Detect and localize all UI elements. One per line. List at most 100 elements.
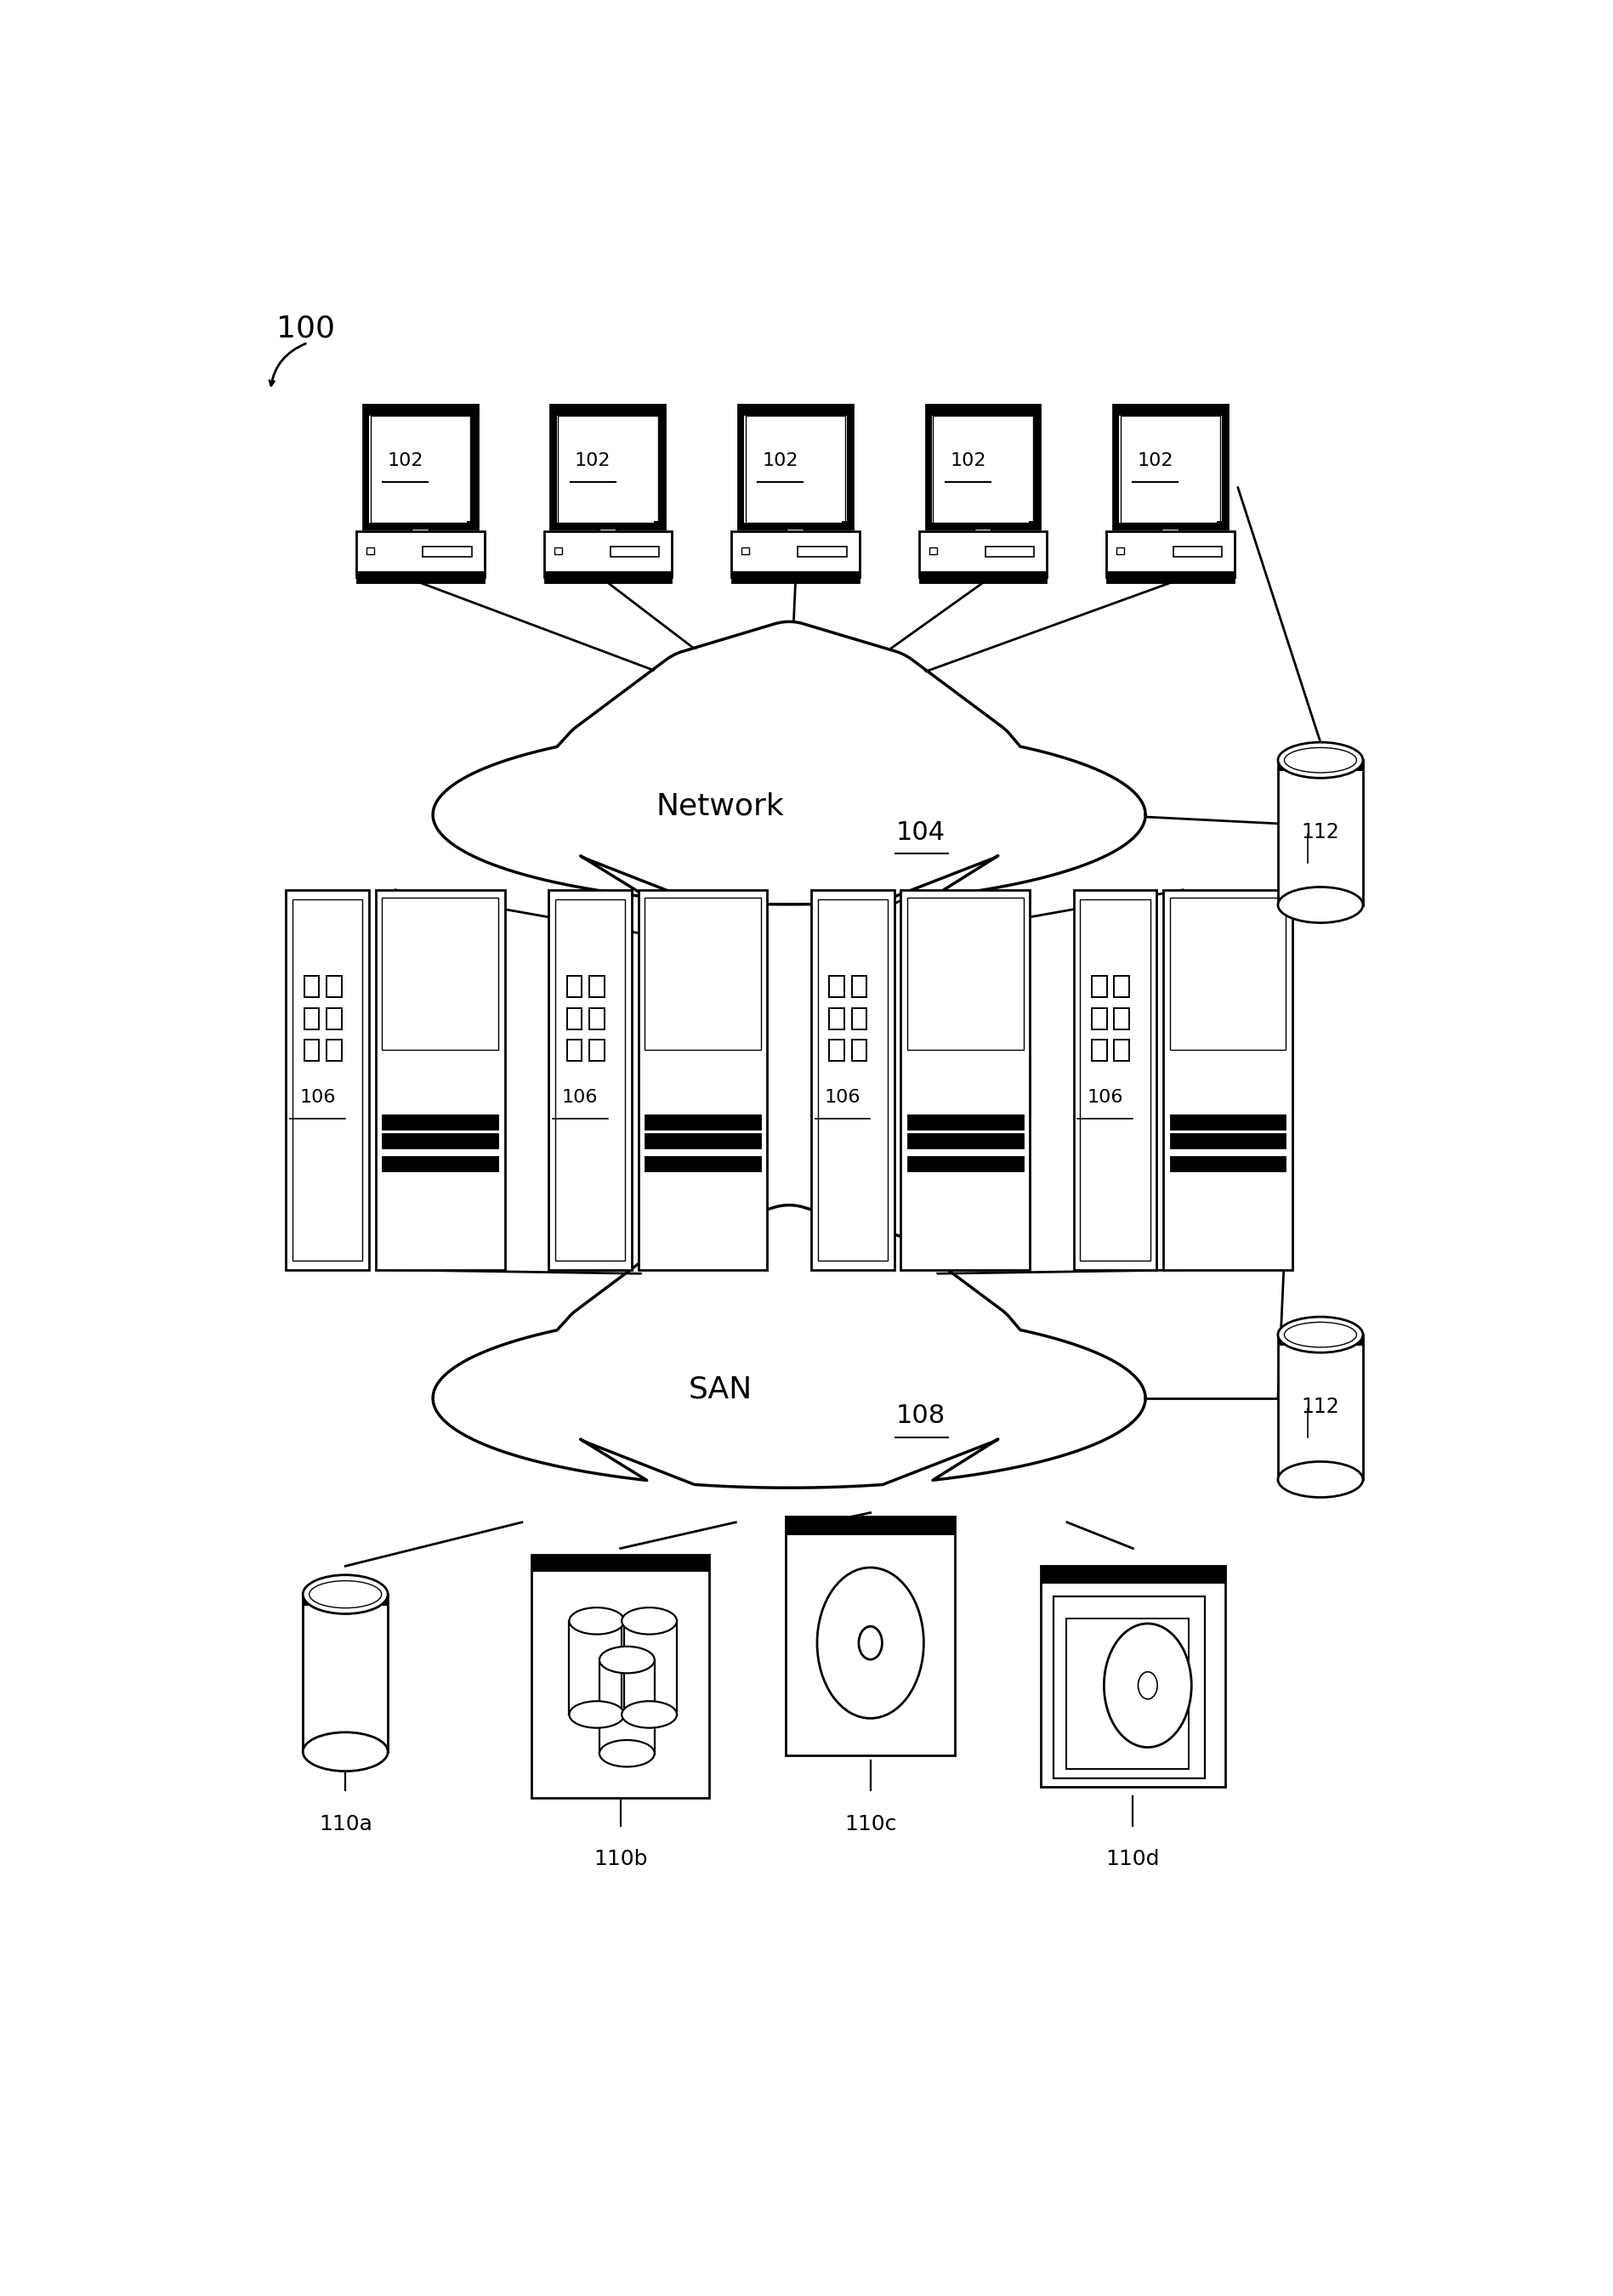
Text: 106: 106 [561,1088,598,1107]
Bar [566,976,582,996]
Ellipse shape [1284,748,1357,774]
Text: 102: 102 [763,452,798,468]
Bar [1113,404,1119,528]
Bar [303,1593,387,1752]
Bar [305,1040,319,1061]
Bar [550,404,556,528]
Bar [742,546,748,553]
Circle shape [1103,1623,1192,1747]
Bar [907,898,1023,1049]
Bar [1142,551,1198,558]
Bar [1113,404,1227,528]
Bar [1040,1566,1226,1584]
Bar [653,521,660,528]
Text: 108: 108 [895,1403,945,1428]
Ellipse shape [432,1309,1145,1488]
Bar [1277,1334,1363,1479]
Bar [731,572,860,576]
Ellipse shape [1277,1463,1363,1497]
Bar [919,572,1047,576]
Bar [1169,1134,1286,1148]
Bar [829,1040,844,1061]
Bar [382,1155,498,1171]
Bar [305,1008,319,1029]
Text: 106: 106 [824,1088,861,1107]
Bar [550,523,665,528]
Bar [811,891,894,1270]
Bar [852,1008,866,1029]
Bar [798,546,847,556]
Bar [1173,546,1221,556]
Text: SAN: SAN [689,1375,752,1403]
Ellipse shape [600,1740,655,1768]
Bar [532,1554,710,1798]
Ellipse shape [1277,1318,1363,1352]
Bar [842,521,847,528]
Ellipse shape [1277,742,1363,778]
Bar [1092,1008,1107,1029]
Ellipse shape [1277,886,1363,923]
Text: 102: 102 [1137,452,1174,468]
Text: 110d: 110d [1107,1848,1160,1869]
Bar [1163,891,1292,1270]
Circle shape [550,1302,652,1444]
Bar [829,976,844,996]
Text: 112: 112 [1302,1396,1339,1417]
Bar [900,891,1029,1270]
Ellipse shape [432,726,1145,905]
Bar [286,891,369,1270]
Bar [558,416,658,523]
Bar [1115,1040,1129,1061]
Bar [579,551,637,558]
Ellipse shape [303,1575,387,1614]
Bar [739,404,744,528]
Bar [1113,523,1227,528]
Bar [926,404,1040,416]
Bar [1113,404,1227,416]
Circle shape [631,1233,763,1421]
Bar [363,404,477,528]
Text: 102: 102 [950,452,986,468]
Bar [1092,976,1107,996]
Bar [1053,1596,1205,1777]
Bar [382,898,498,1049]
Circle shape [719,1205,860,1403]
Bar [600,528,616,551]
Bar [1034,404,1040,528]
Bar [745,416,845,523]
Bar [926,404,932,528]
Circle shape [1139,1671,1158,1699]
Bar [553,546,561,553]
Bar [852,1040,866,1061]
Bar [566,1040,582,1061]
Text: 110b: 110b [594,1848,647,1869]
Text: 106: 106 [1087,1088,1123,1107]
Text: Network: Network [656,792,784,820]
Bar [376,891,505,1270]
Bar [471,404,477,528]
Circle shape [816,1233,948,1421]
Bar [818,900,887,1261]
Bar [1115,976,1129,996]
Bar [974,528,992,551]
Bar [786,1515,955,1754]
Bar [610,546,660,556]
Bar [926,404,1040,528]
Bar [1074,891,1157,1270]
Bar [731,576,860,583]
Circle shape [631,650,763,836]
Bar [550,404,665,416]
Bar [645,898,761,1049]
Circle shape [816,650,948,836]
Bar [929,546,937,553]
Circle shape [927,1302,1029,1444]
Bar [1081,900,1150,1261]
Bar [1107,572,1234,576]
Bar [829,1008,844,1029]
Bar [926,523,1040,528]
Bar [1092,1040,1107,1061]
Bar [1277,762,1363,771]
Bar [932,416,1032,523]
Bar [1277,1336,1363,1345]
Bar [544,576,673,583]
